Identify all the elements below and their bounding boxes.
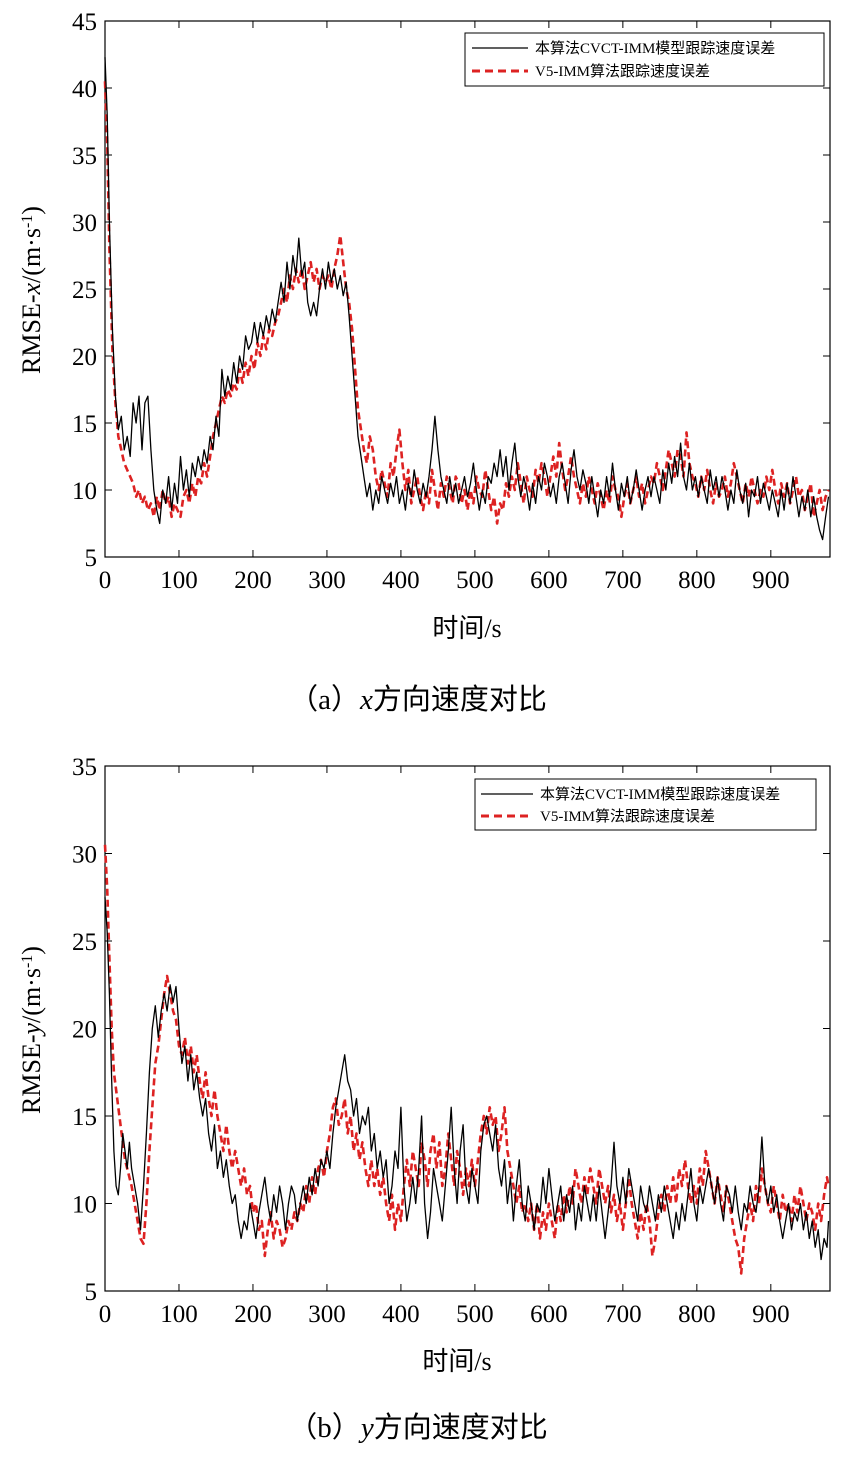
x-tick-label-b-500: 500 bbox=[456, 1301, 494, 1328]
y-axis-label-sup-b: -1 bbox=[19, 955, 36, 968]
series-line-b-1 bbox=[104, 897, 830, 1261]
x-tick-label-a-500: 500 bbox=[456, 567, 494, 594]
y-axis-label-prefix-a: RMSE- bbox=[17, 294, 46, 373]
y-axis-label-close-a: ) bbox=[17, 206, 46, 215]
x-tick-label-a-600: 600 bbox=[530, 567, 568, 594]
legend-label-series-2-b: V5-IMM算法跟踪速度误差 bbox=[540, 807, 715, 825]
legend-label-series-1-b: 本算法CVCT-IMM模型跟踪速度误差 bbox=[540, 785, 780, 803]
axes-ticks-a: 0 100 200 300 400 500 600 700 800 900 5 10 15 20 25 30 3… bbox=[72, 9, 830, 594]
series-line-b-2 bbox=[103, 844, 830, 1275]
legend-box-b bbox=[474, 778, 817, 831]
caption-prefix-a: （a） bbox=[289, 684, 360, 716]
legend-label-series-2-a: V5-IMM算法跟踪速度误差 bbox=[535, 62, 710, 80]
caption-rest-b: 方向速度对比 bbox=[374, 1411, 548, 1444]
x-tick-label-a-400: 400 bbox=[382, 567, 420, 594]
y-axis-label-unit-b: /(m·s bbox=[17, 968, 46, 1023]
x-tick-label-a-300: 300 bbox=[308, 567, 346, 594]
x-tick-label-a-900: 900 bbox=[752, 567, 790, 594]
x-tick-label-a-100: 100 bbox=[160, 567, 198, 594]
y-axis-label-sup-a: -1 bbox=[19, 215, 36, 228]
y-tick-label-a-10: 10 bbox=[72, 478, 97, 505]
y-axis-label-b: RMSE-y/(m·s-1) bbox=[17, 946, 46, 1114]
x-tick-label-b-100: 100 bbox=[160, 1301, 198, 1328]
x-tick-label-b-300: 300 bbox=[308, 1301, 346, 1328]
plot-area-frame-a bbox=[104, 20, 831, 558]
x-tick-label-b-0: 0 bbox=[99, 1301, 112, 1328]
legend-b: 本算法CVCT-IMM模型跟踪速度误差 V5-IMM算法跟踪速度误差 bbox=[474, 778, 817, 831]
y-tick-label-a-35: 35 bbox=[72, 143, 97, 170]
x-axis-label-a: 时间/s bbox=[432, 614, 501, 643]
caption-rest-a: 方向速度对比 bbox=[373, 683, 547, 716]
y-tick-label-b-10: 10 bbox=[72, 1192, 97, 1219]
caption-b: （b）y方向速度对比 bbox=[288, 1411, 547, 1444]
y-tick-label-a-40: 40 bbox=[72, 76, 97, 103]
chart-b: 0 100 200 300 400 500 600 700 800 900 5 10 15 20 25 30 3… bbox=[17, 754, 831, 1444]
y-tick-label-b-5: 5 bbox=[85, 1279, 98, 1306]
y-tick-label-a-20: 20 bbox=[72, 344, 97, 371]
plot-area-frame-b bbox=[104, 765, 831, 1292]
x-axis-label-b: 时间/s bbox=[422, 1347, 491, 1376]
y-axis-label-close-b: ) bbox=[17, 946, 46, 955]
y-tick-label-b-35: 35 bbox=[72, 754, 97, 781]
x-tick-label-b-400: 400 bbox=[382, 1301, 420, 1328]
caption-var-a: x bbox=[359, 684, 373, 716]
y-tick-label-b-30: 30 bbox=[72, 842, 97, 869]
series-lines-b bbox=[103, 844, 830, 1275]
y-tick-label-a-30: 30 bbox=[72, 210, 97, 237]
y-tick-label-b-15: 15 bbox=[72, 1104, 97, 1131]
x-tick-label-b-600: 600 bbox=[530, 1301, 568, 1328]
caption-var-b: y bbox=[358, 1412, 374, 1444]
x-tick-label-b-800: 800 bbox=[678, 1301, 716, 1328]
y-axis-label-a: RMSE-x/(m·s-1) bbox=[17, 206, 46, 374]
y-axis-label-var-a: x bbox=[17, 282, 46, 295]
x-tick-label-a-700: 700 bbox=[604, 567, 642, 594]
series-line-a-2 bbox=[103, 81, 830, 525]
x-tick-label-a-0: 0 bbox=[99, 567, 112, 594]
x-tick-label-a-800: 800 bbox=[678, 567, 716, 594]
y-tick-label-a-45: 45 bbox=[72, 9, 97, 36]
series-line-a-1 bbox=[104, 57, 830, 541]
y-axis-label-unit-a: /(m·s bbox=[17, 228, 46, 283]
y-axis-label-prefix-b: RMSE- bbox=[17, 1034, 46, 1113]
x-tick-label-b-200: 200 bbox=[234, 1301, 272, 1328]
axes-ticks-b: 0 100 200 300 400 500 600 700 800 900 5 10 15 20 25 30 3… bbox=[72, 754, 830, 1328]
chart-a: 0 100 200 300 400 500 600 700 800 900 5 10 15 20 25 30 3… bbox=[17, 9, 831, 716]
caption-a: （a）x方向速度对比 bbox=[289, 683, 547, 716]
x-tick-label-b-700: 700 bbox=[604, 1301, 642, 1328]
legend-label-series-1-a: 本算法CVCT-IMM模型跟踪速度误差 bbox=[535, 39, 775, 57]
x-tick-label-a-200: 200 bbox=[234, 567, 272, 594]
y-tick-label-a-5: 5 bbox=[85, 545, 98, 572]
y-tick-label-a-25: 25 bbox=[72, 277, 97, 304]
legend-box-a bbox=[464, 32, 825, 87]
y-axis-label-var-b: y bbox=[17, 1022, 46, 1037]
y-tick-label-a-15: 15 bbox=[72, 411, 97, 438]
y-tick-label-b-25: 25 bbox=[72, 929, 97, 956]
legend-a: 本算法CVCT-IMM模型跟踪速度误差 V5-IMM算法跟踪速度误差 bbox=[464, 32, 825, 87]
y-tick-label-b-20: 20 bbox=[72, 1017, 97, 1044]
series-lines-a bbox=[103, 57, 830, 541]
x-tick-label-b-900: 900 bbox=[752, 1301, 790, 1328]
caption-prefix-b: （b） bbox=[288, 1412, 361, 1444]
